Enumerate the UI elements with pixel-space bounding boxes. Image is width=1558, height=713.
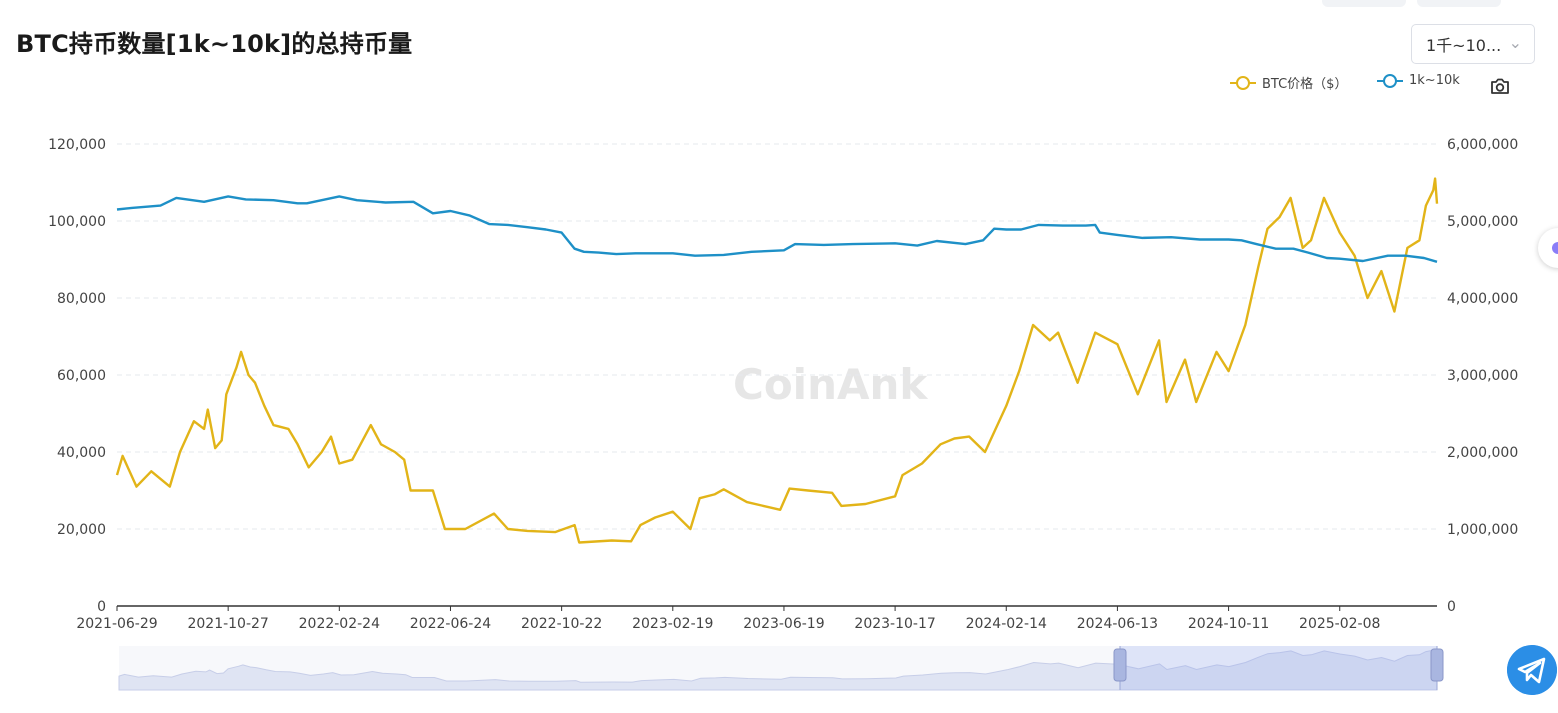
legend-label-holdings: 1k~10k [1409, 73, 1460, 88]
y-right-tick-label: 3,000,000 [1447, 368, 1518, 384]
top-tab-left[interactable] [1322, 0, 1406, 7]
telegram-button[interactable] [1507, 645, 1557, 695]
legend-symbol-btc [1230, 75, 1256, 90]
x-tick-label: 2024-02-14 [966, 616, 1047, 632]
x-tick-label: 2024-10-11 [1188, 616, 1269, 632]
legend-item-btc-price[interactable]: BTC价格（$） [1230, 73, 1347, 92]
legend-label-btc: BTC价格（$） [1262, 77, 1348, 92]
x-tick-label: 2021-06-29 [76, 616, 157, 632]
watermark: CoinAnk [733, 360, 928, 409]
y-right-tick-label: 1,000,000 [1447, 522, 1518, 538]
x-tick-label: 2023-02-19 [632, 616, 713, 632]
zoom-slider-selection [1120, 646, 1437, 690]
chevron-down-icon: ⌄ [1508, 33, 1522, 52]
x-tick-label: 2025-02-08 [1299, 616, 1380, 632]
y-right-tick-label: 5,000,000 [1447, 214, 1518, 230]
side-assistant-button[interactable] [1538, 228, 1558, 268]
y-right-tick-label: 6,000,000 [1447, 137, 1518, 153]
range-select-value: 1千~10... [1426, 36, 1502, 55]
assistant-icon [1552, 242, 1558, 254]
y-left-tick-label: 80,000 [57, 291, 106, 307]
legend-item-holdings[interactable]: 1k~10k [1377, 73, 1460, 88]
y-left-tick-label: 0 [97, 599, 106, 615]
y-left-tick-label: 120,000 [48, 137, 106, 153]
y-left-tick-label: 60,000 [57, 368, 106, 384]
zoom-handle-right[interactable] [1430, 648, 1444, 682]
top-tab-right[interactable] [1417, 0, 1501, 7]
y-left-tick-label: 20,000 [57, 522, 106, 538]
x-tick-label: 2023-06-19 [743, 616, 824, 632]
zoom-slider-track [119, 646, 1437, 690]
x-tick-label: 2024-06-13 [1077, 616, 1158, 632]
x-tick-label: 2021-10-27 [187, 616, 268, 632]
zoom-slider-overview [118, 648, 1438, 691]
x-tick-label: 2022-10-22 [521, 616, 602, 632]
telegram-icon [1517, 657, 1546, 684]
range-select[interactable]: 1千~10... ⌄ [1411, 24, 1535, 64]
series-line-holdings [116, 195, 1438, 263]
y-right-tick-label: 2,000,000 [1447, 445, 1518, 461]
y-left-tick-label: 40,000 [57, 445, 106, 461]
y-right-tick-label: 4,000,000 [1447, 291, 1518, 307]
x-tick-label: 2023-10-17 [854, 616, 935, 632]
series-line-btc-price [115, 177, 1439, 544]
page-title: BTC持币数量[1k~10k]的总持币量 [16, 30, 413, 58]
legend-symbol-holdings [1377, 73, 1403, 88]
y-right-tick-label: 0 [1447, 599, 1456, 615]
x-tick-label: 2022-02-24 [299, 616, 380, 632]
x-tick-label: 2022-06-24 [410, 616, 491, 632]
zoom-handle-left[interactable] [1113, 648, 1127, 682]
camera-icon[interactable] [1489, 76, 1511, 96]
y-left-tick-label: 100,000 [48, 214, 106, 230]
